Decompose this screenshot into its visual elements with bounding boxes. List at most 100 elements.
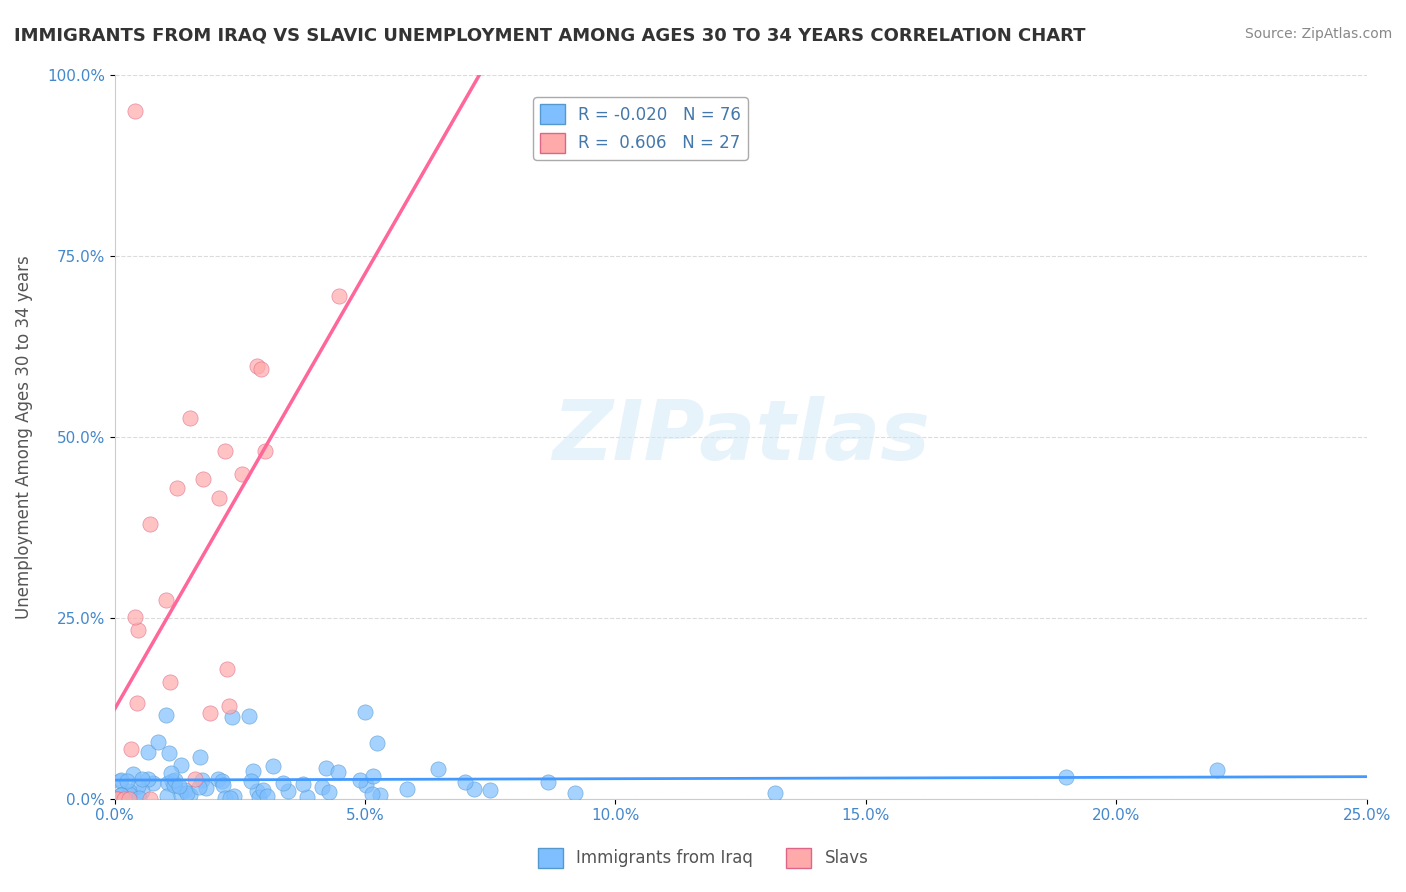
Point — [112, 791, 135, 805]
Point — [366, 736, 388, 750]
Point — [115, 773, 138, 788]
Point — [124, 103, 146, 118]
Point — [157, 746, 180, 760]
Point — [361, 769, 384, 783]
Point — [156, 789, 179, 804]
Point — [256, 789, 278, 804]
Point — [121, 767, 143, 781]
Point — [292, 777, 315, 791]
Point — [763, 786, 786, 800]
Point — [162, 773, 184, 788]
Legend: R = -0.020   N = 76, R =  0.606   N = 27: R = -0.020 N = 76, R = 0.606 N = 27 — [533, 97, 748, 160]
Point — [105, 791, 128, 805]
Point — [277, 784, 299, 798]
Point — [211, 778, 233, 792]
Point — [118, 784, 141, 798]
Point — [271, 776, 294, 790]
Point — [215, 662, 238, 676]
Point — [118, 791, 141, 805]
Point — [128, 623, 150, 637]
Point — [368, 788, 391, 802]
Point — [187, 780, 209, 794]
Point — [311, 780, 333, 794]
Point — [166, 481, 188, 495]
Point — [463, 782, 485, 797]
Point — [136, 772, 159, 786]
Point — [188, 750, 211, 764]
Point — [170, 757, 193, 772]
Point — [124, 609, 146, 624]
Point — [328, 289, 350, 303]
Y-axis label: Unemployment Among Ages 30 to 34 years: Unemployment Among Ages 30 to 34 years — [15, 255, 32, 618]
Point — [242, 764, 264, 779]
Point — [195, 781, 218, 796]
Point — [252, 782, 274, 797]
Point — [160, 766, 183, 780]
Point — [238, 709, 260, 723]
Point — [142, 776, 165, 790]
Legend: Immigrants from Iraq, Slavs: Immigrants from Iraq, Slavs — [531, 841, 875, 875]
Point — [360, 788, 382, 802]
Point — [167, 779, 190, 793]
Point — [1054, 770, 1077, 784]
Point — [131, 784, 153, 798]
Point — [318, 785, 340, 799]
Point — [110, 788, 132, 802]
Point — [110, 789, 132, 803]
Point — [110, 773, 132, 788]
Text: ZIPatlas: ZIPatlas — [551, 396, 929, 477]
Point — [231, 467, 253, 481]
Point — [218, 699, 240, 714]
Point — [131, 772, 153, 786]
Point — [214, 791, 236, 805]
Point — [221, 709, 243, 723]
Point — [564, 786, 586, 800]
Point — [146, 735, 169, 749]
Point — [127, 779, 149, 793]
Point — [139, 791, 162, 805]
Point — [295, 790, 318, 805]
Point — [155, 708, 177, 723]
Point — [250, 361, 273, 376]
Point — [108, 774, 131, 789]
Point — [176, 786, 198, 800]
Text: Source: ZipAtlas.com: Source: ZipAtlas.com — [1244, 27, 1392, 41]
Point — [191, 472, 214, 486]
Point — [354, 705, 377, 719]
Point — [214, 443, 236, 458]
Point — [179, 411, 201, 425]
Point — [173, 783, 195, 797]
Point — [222, 789, 245, 804]
Point — [262, 758, 284, 772]
Point — [169, 786, 191, 800]
Point — [155, 593, 177, 607]
Point — [427, 762, 450, 776]
Point — [240, 773, 263, 788]
Point — [136, 745, 159, 759]
Point — [246, 784, 269, 798]
Point — [117, 791, 139, 805]
Point — [138, 516, 160, 531]
Point — [246, 359, 269, 374]
Point — [349, 772, 371, 787]
Point — [253, 444, 276, 458]
Point — [326, 764, 349, 779]
Point — [107, 791, 129, 805]
Point — [395, 781, 418, 796]
Point — [198, 706, 221, 720]
Point — [211, 773, 233, 788]
Text: IMMIGRANTS FROM IRAQ VS SLAVIC UNEMPLOYMENT AMONG AGES 30 TO 34 YEARS CORRELATIO: IMMIGRANTS FROM IRAQ VS SLAVIC UNEMPLOYM… — [14, 27, 1085, 45]
Point — [1205, 763, 1227, 777]
Point — [354, 778, 377, 792]
Point — [159, 675, 181, 690]
Point — [207, 772, 229, 786]
Point — [179, 789, 201, 803]
Point — [208, 491, 231, 506]
Point — [120, 741, 142, 756]
Point — [163, 772, 186, 787]
Point — [537, 774, 560, 789]
Point — [479, 782, 502, 797]
Point — [128, 790, 150, 805]
Point — [454, 775, 477, 789]
Point — [125, 696, 148, 710]
